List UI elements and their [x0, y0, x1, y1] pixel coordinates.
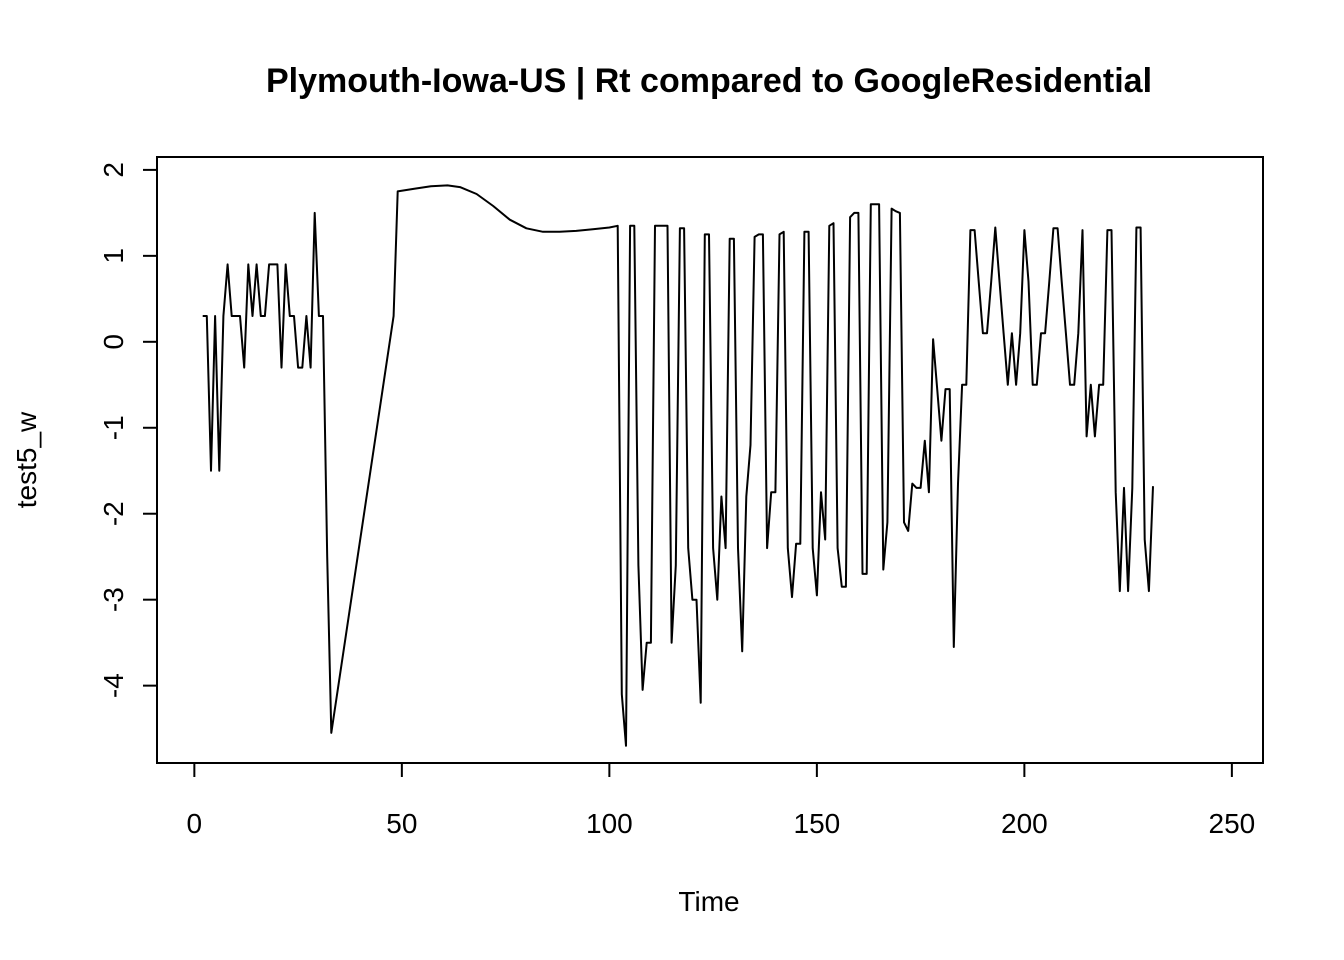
- x-tick-label: 100: [586, 808, 633, 839]
- y-tick-label: 0: [98, 334, 129, 350]
- x-tick-label: 0: [187, 808, 203, 839]
- y-tick-label: 2: [98, 162, 129, 178]
- chart-title: Plymouth-Iowa-US | Rt compared to Google…: [266, 62, 1152, 100]
- y-tick-label: 1: [98, 248, 129, 264]
- y-axis-label: test5_w: [11, 411, 42, 508]
- y-tick-label: -4: [98, 673, 129, 698]
- y-tick-label: -3: [98, 587, 129, 612]
- x-tick-label: 200: [1001, 808, 1048, 839]
- plot-frame: [156, 156, 1264, 764]
- y-axis: -4 -3 -2 -1 0 1 2: [98, 162, 158, 698]
- y-tick-label: -1: [98, 415, 129, 440]
- x-axis-label: Time: [678, 886, 739, 917]
- x-tick-label: 250: [1209, 808, 1256, 839]
- x-tick-label: 150: [794, 808, 841, 839]
- x-tick-label: 50: [386, 808, 417, 839]
- y-tick-label: -2: [98, 501, 129, 526]
- series-line: [202, 184, 1154, 747]
